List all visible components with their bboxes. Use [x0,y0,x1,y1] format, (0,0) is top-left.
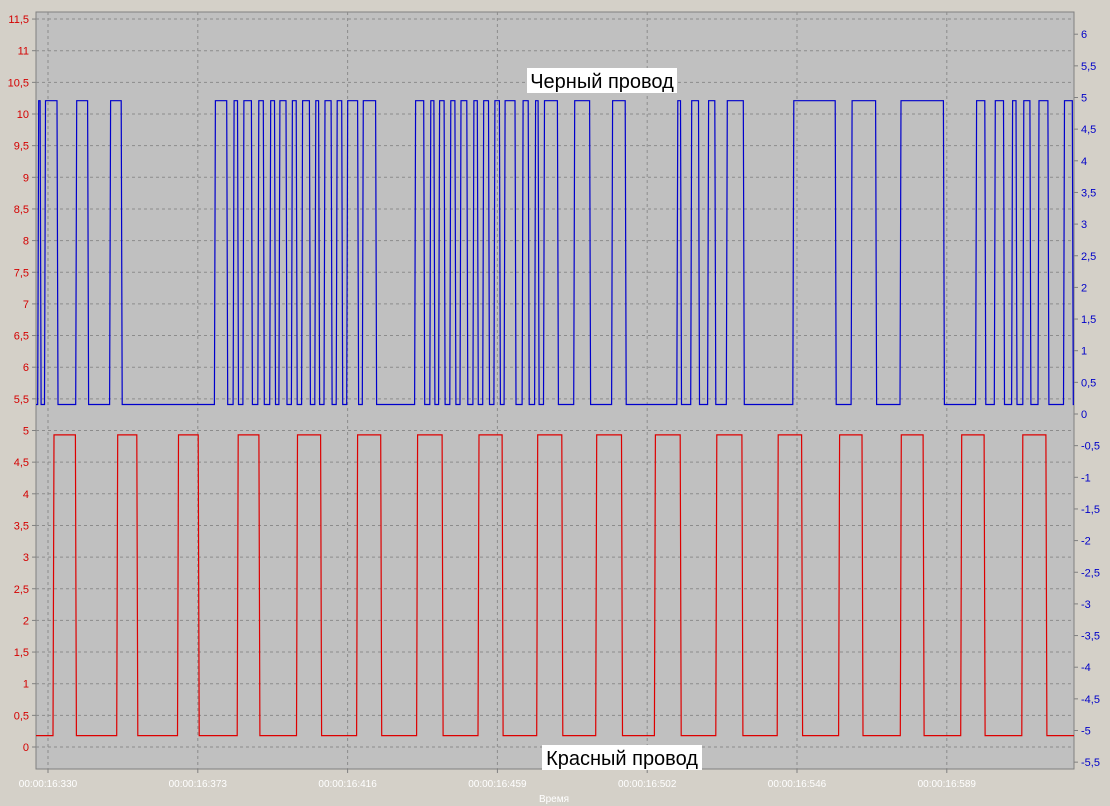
left-tick-label: 9 [23,172,29,184]
series-lines [36,100,1074,737]
left-tick-label: 2 [23,615,29,627]
annotation-red-wire-box [542,745,702,770]
left-tick-label: 3,5 [14,520,29,532]
right-tick-label: -4 [1081,662,1091,674]
left-axis-ticks: 00,511,522,533,544,555,566,577,588,599,5… [8,14,36,754]
left-tick-label: 7 [23,299,29,311]
series-line-red-wire [36,434,1074,737]
right-tick-label: -3,5 [1081,631,1100,643]
left-tick-label: 4 [23,489,29,501]
right-tick-label: 2,5 [1081,251,1096,263]
right-tick-label: -4,5 [1081,694,1100,706]
series-line-black-wire [36,100,1074,406]
x-tick-label: 00:00:16:373 [169,779,228,790]
right-tick-label: -2,5 [1081,567,1100,579]
left-tick-label: 9,5 [14,141,29,153]
x-tick-label: 00:00:16:502 [618,779,677,790]
left-tick-label: 8 [23,236,29,248]
left-tick-label: 1 [23,679,29,691]
right-tick-label: -5,5 [1081,757,1100,769]
right-tick-label: -0,5 [1081,441,1100,453]
left-tick-label: 5 [23,426,29,438]
right-tick-label: 3,5 [1081,187,1096,199]
right-tick-label: -1 [1081,472,1091,484]
left-tick-label: 0,5 [14,710,29,722]
right-tick-label: -2 [1081,536,1091,548]
x-tick-label: 00:00:16:416 [318,779,377,790]
annotation-black-wire-text: Черный провод [530,71,674,93]
right-tick-label: 0,5 [1081,377,1096,389]
right-tick-label: -1,5 [1081,504,1100,516]
plot-area [35,11,1075,770]
right-tick-label: 0 [1081,409,1087,421]
x-tick-label: 00:00:16:330 [19,779,78,790]
right-tick-label: 5,5 [1081,61,1096,73]
left-tick-label: 8,5 [14,204,29,216]
left-tick-label: 7,5 [14,267,29,279]
x-axis-label: Время [539,794,569,805]
left-tick-label: 11 [18,46,29,58]
annotation-black-wire: Черный провод [527,68,677,93]
annotation-black-wire-box [527,68,677,93]
right-tick-label: 1 [1081,346,1087,358]
left-tick-label: 3 [23,552,29,564]
annotation-red-wire-text: Красный провод [546,748,698,770]
left-tick-label: 4,5 [14,457,29,469]
right-tick-label: 4 [1081,156,1087,168]
right-tick-label: 4,5 [1081,124,1096,136]
left-tick-label: 10,5 [8,77,29,89]
right-tick-label: -3 [1081,599,1091,611]
left-tick-label: 5,5 [14,394,29,406]
annotation-red-wire: Красный провод [542,745,702,770]
x-tick-label: 00:00:16:589 [918,779,977,790]
left-tick-label: 0 [23,742,29,754]
left-tick-label: 10 [17,109,29,121]
left-tick-label: 11,5 [8,14,29,26]
left-tick-label: 6,5 [14,331,29,343]
right-tick-label: -5 [1081,726,1091,738]
left-tick-label: 2,5 [14,584,29,596]
right-tick-label: 5 [1081,93,1087,105]
x-tick-label: 00:00:16:459 [468,779,527,790]
left-tick-label: 1,5 [14,647,29,659]
x-tick-label: 00:00:16:546 [768,779,827,790]
right-tick-label: 1,5 [1081,314,1096,326]
left-tick-label: 6 [23,362,29,374]
right-axis-ticks: -5,5 -5 -4,5 -4 -3,5 -3 -2,5 -2 -1,5 -1 -0,5 0 0,5 1 1… [1074,29,1100,769]
right-tick-label: 3 [1081,219,1087,231]
right-tick-label: 6 [1081,29,1087,41]
right-tick-label: 2 [1081,282,1087,294]
